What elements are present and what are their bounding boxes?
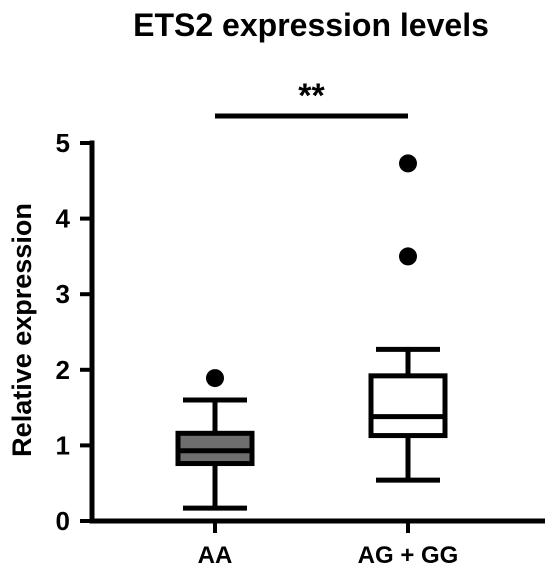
plot-area: 0 1 2 3 4 5 AA AG + GG ** (56, 77, 545, 569)
outlier-point (399, 247, 417, 266)
y-tick-label: 1 (56, 430, 70, 460)
chart-title: ETS2 expression levels (133, 7, 489, 43)
y-axis-label: Relative expression (7, 203, 37, 457)
y-tick-label: 3 (56, 279, 70, 309)
y-tick-label: 5 (56, 128, 70, 158)
y-tick-label: 0 (56, 506, 70, 536)
x-category-label: AG + GG (358, 542, 459, 569)
box-iqr (368, 373, 448, 439)
outlier-point (399, 154, 417, 173)
outlier-point (206, 369, 224, 388)
y-tick-label: 4 (56, 204, 71, 234)
x-category-label: AA (198, 542, 233, 569)
significance-label: ** (298, 77, 325, 115)
y-tick-label: 2 (56, 355, 70, 385)
